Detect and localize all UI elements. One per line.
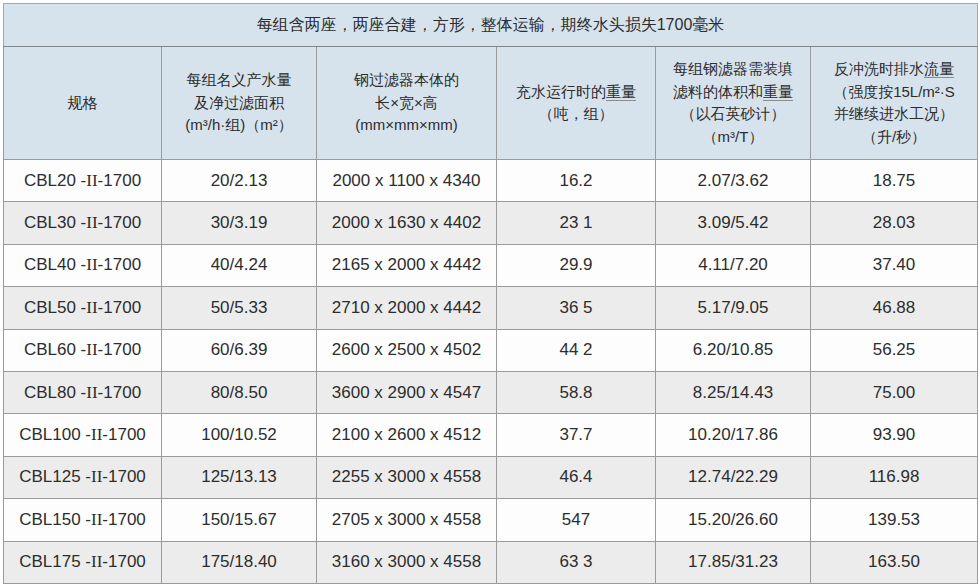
cell-dimensions: 2000 x 1630 x 4402 [317,202,497,244]
cell-capacity: 125/13.13 [162,456,317,498]
cell-weight: 46.4 [497,456,656,498]
column-header-weight: 充水运行时的重量（吨，组） [497,47,656,160]
cell-dimensions: 2000 x 1100 x 4340 [317,160,497,202]
cell-media: 5.17/9.05 [656,287,811,329]
cell-weight: 29.9 [497,244,656,286]
cell-dimensions: 2100 x 2600 x 4512 [317,414,497,456]
cell-backwash: 37.40 [811,244,978,286]
cell-media: 8.25/14.43 [656,371,811,413]
cell-media: 3.09/5.42 [656,202,811,244]
cell-weight: 23 1 [497,202,656,244]
cell-spec: CBL125 -II-1700 [4,456,162,498]
cell-spec: CBL100 -II-1700 [4,414,162,456]
cell-backwash: 139.53 [811,499,978,541]
cell-weight: 44 2 [497,329,656,371]
cell-backwash: 163.50 [811,541,978,583]
table-row: CBL175 -II-1700175/18.403160 x 3000 x 45… [4,541,978,583]
cell-capacity: 150/15.67 [162,499,317,541]
column-header-backwash: 反冲洗时排水流量（强度按15L/m²·S并继续进水工况）（升/秒） [811,47,978,160]
table-title: 每组含两座，两座合建，方形，整体运输，期终水头损失1700毫米 [4,4,978,47]
cell-backwash: 18.75 [811,160,978,202]
cell-capacity: 80/8.50 [162,371,317,413]
cell-spec: CBL150 -II-1700 [4,499,162,541]
cell-media: 15.20/26.60 [656,499,811,541]
cell-backwash: 56.25 [811,329,978,371]
cell-backwash: 116.98 [811,456,978,498]
cell-dimensions: 2600 x 2500 x 4502 [317,329,497,371]
cell-media: 10.20/17.86 [656,414,811,456]
cell-spec: CBL40 -II-1700 [4,244,162,286]
table-row: CBL60 -II-170060/6.392600 x 2500 x 45024… [4,329,978,371]
table-header-row: 规格每组名义产水量及净过滤面积(m³/h·组)（m²）钢过滤器本体的长×宽×高(… [4,47,978,160]
table-row: CBL40 -II-170040/4.242165 x 2000 x 44422… [4,244,978,286]
cell-media: 4.11/7.20 [656,244,811,286]
cell-capacity: 20/2.13 [162,160,317,202]
table-row: CBL80 -II-170080/8.503600 x 2900 x 45475… [4,371,978,413]
cell-dimensions: 2710 x 2000 x 4442 [317,287,497,329]
cell-backwash: 28.03 [811,202,978,244]
table-row: CBL50 -II-170050/5.332710 x 2000 x 44423… [4,287,978,329]
cell-media: 12.74/22.29 [656,456,811,498]
table-title-row: 每组含两座，两座合建，方形，整体运输，期终水头损失1700毫米 [4,4,978,47]
cell-dimensions: 2705 x 3000 x 4558 [317,499,497,541]
cell-spec: CBL20 -II-1700 [4,160,162,202]
cell-backwash: 93.90 [811,414,978,456]
column-header-capacity: 每组名义产水量及净过滤面积(m³/h·组)（m²） [162,47,317,160]
spec-sheet-page: 每组含两座，两座合建，方形，整体运输，期终水头损失1700毫米 规格每组名义产水… [0,0,980,587]
spec-table: 每组含两座，两座合建，方形，整体运输，期终水头损失1700毫米 规格每组名义产水… [3,3,978,584]
cell-spec: CBL80 -II-1700 [4,371,162,413]
table-row: CBL125 -II-1700125/13.132255 x 3000 x 45… [4,456,978,498]
column-header-dimensions: 钢过滤器本体的长×宽×高(mm×mm×mm) [317,47,497,160]
cell-media: 17.85/31.23 [656,541,811,583]
cell-dimensions: 3160 x 3000 x 4558 [317,541,497,583]
cell-weight: 63 3 [497,541,656,583]
cell-weight: 58.8 [497,371,656,413]
cell-dimensions: 2165 x 2000 x 4442 [317,244,497,286]
cell-media: 2.07/3.62 [656,160,811,202]
table-row: CBL100 -II-1700100/10.522100 x 2600 x 45… [4,414,978,456]
cell-dimensions: 3600 x 2900 x 4547 [317,371,497,413]
cell-capacity: 100/10.52 [162,414,317,456]
table-row: CBL30 -II-170030/3.192000 x 1630 x 44022… [4,202,978,244]
cell-dimensions: 2255 x 3000 x 4558 [317,456,497,498]
cell-backwash: 46.88 [811,287,978,329]
cell-weight: 547 [497,499,656,541]
cell-capacity: 30/3.19 [162,202,317,244]
column-header-media: 每组钢滤器需装填滤料的体积和重量（以石英砂计）（m³/T） [656,47,811,160]
cell-spec: CBL30 -II-1700 [4,202,162,244]
column-header-spec: 规格 [4,47,162,160]
cell-spec: CBL175 -II-1700 [4,541,162,583]
cell-capacity: 40/4.24 [162,244,317,286]
cell-spec: CBL50 -II-1700 [4,287,162,329]
cell-capacity: 50/5.33 [162,287,317,329]
cell-spec: CBL60 -II-1700 [4,329,162,371]
cell-weight: 37.7 [497,414,656,456]
cell-media: 6.20/10.85 [656,329,811,371]
cell-capacity: 175/18.40 [162,541,317,583]
cell-weight: 16.2 [497,160,656,202]
cell-backwash: 75.00 [811,371,978,413]
table-row: CBL150 -II-1700150/15.672705 x 3000 x 45… [4,499,978,541]
table-row: CBL20 -II-170020/2.132000 x 1100 x 43401… [4,160,978,202]
cell-weight: 36 5 [497,287,656,329]
cell-capacity: 60/6.39 [162,329,317,371]
